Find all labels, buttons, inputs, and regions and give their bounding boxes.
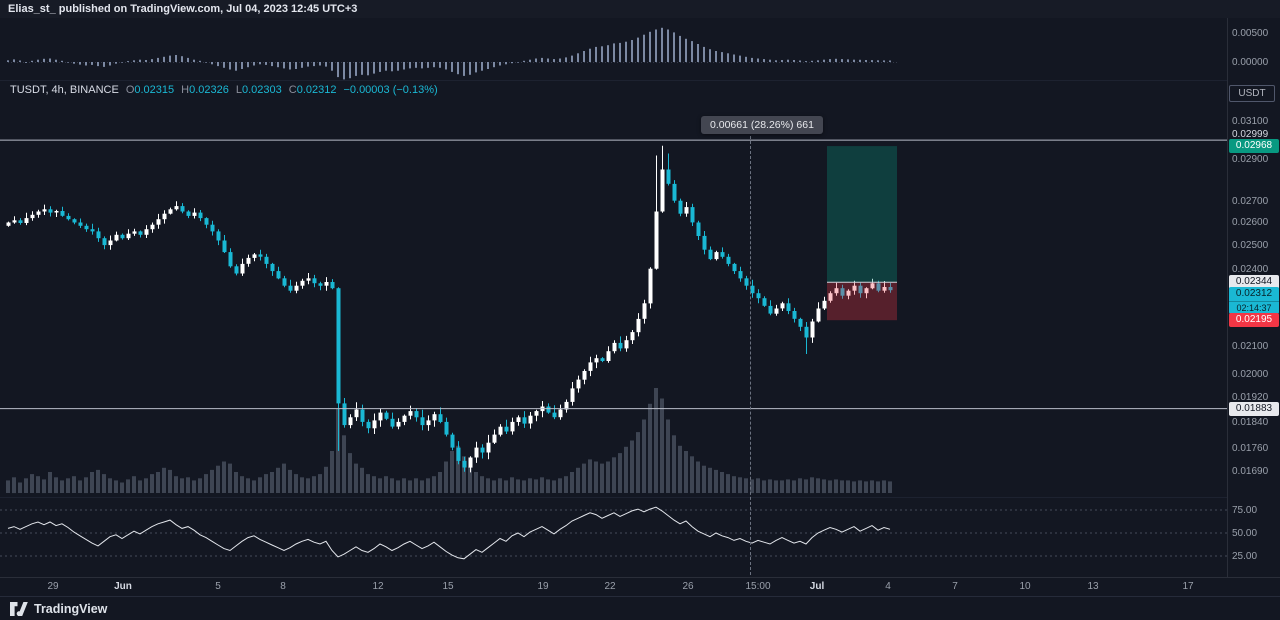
badge-price-text: 0.01883 xyxy=(1235,403,1273,414)
price-axis-label: 0.02600 xyxy=(1232,217,1269,228)
footer-bar: TradingView xyxy=(0,596,1280,620)
badge-price-text: 0.02312 xyxy=(1235,288,1273,299)
macd-histogram[interactable] xyxy=(7,27,898,80)
time-axis-label: 19 xyxy=(537,581,549,592)
close-value: 0.02312 xyxy=(296,84,337,96)
rsi-axis-label: 25.00 xyxy=(1232,551,1258,562)
time-axis-label: 15:00 xyxy=(745,581,771,592)
publisher-text: Elias_st_ published on TradingView.com, … xyxy=(8,3,358,15)
price-axis-label: 0.02400 xyxy=(1232,264,1269,275)
open-value: 0.02315 xyxy=(134,84,175,96)
close-key: C xyxy=(288,84,297,96)
time-axis-label: 7 xyxy=(952,581,958,592)
candlesticks[interactable] xyxy=(6,145,893,473)
badge-price-text: 0.02344 xyxy=(1235,276,1273,287)
price-axis-label: 0.02500 xyxy=(1232,240,1269,251)
time-axis-label: 29 xyxy=(47,581,59,592)
position-tooltip: 0.00661 (28.26%) 661 xyxy=(701,116,823,134)
time-axis-label: 10 xyxy=(1019,581,1031,592)
time-axis[interactable]: 29 Jun 5 8 12 15 19 22 26 15:00 Jul 4 7 10 13 17 xyxy=(0,577,1227,595)
time-axis-label: 26 xyxy=(682,581,694,592)
rsi-indicator[interactable] xyxy=(0,506,1227,560)
time-axis-label: 22 xyxy=(604,581,616,592)
price-badge-entry: 0.02344 xyxy=(1229,275,1279,289)
badge-price-text: 0.02968 xyxy=(1235,140,1273,151)
long-position-tool[interactable] xyxy=(827,146,897,321)
price-axis-label: 0.01760 xyxy=(1232,443,1269,454)
rsi-axis-label: 50.00 xyxy=(1232,528,1258,539)
tradingview-wordmark: TradingView xyxy=(34,601,108,616)
hist-axis-label: 0.00500 xyxy=(1232,28,1269,39)
position-tooltip-text: 0.00661 (28.26%) 661 xyxy=(710,119,814,131)
price-axis-label: 0.02900 xyxy=(1232,154,1269,165)
price-badge-target: 0.02968 xyxy=(1229,139,1279,153)
publisher-bar: Elias_st_ published on TradingView.com, … xyxy=(0,0,1280,18)
volume-bars[interactable] xyxy=(6,388,892,494)
bar-countdown: 02:14:37 xyxy=(1229,301,1279,314)
tradingview-logo-icon xyxy=(10,601,28,616)
change-value: −0.00003 (−0.13%) xyxy=(343,84,438,96)
time-axis-label: 15 xyxy=(442,581,454,592)
time-axis-label: 12 xyxy=(372,581,384,592)
open-key: O xyxy=(125,84,135,96)
axis-currency-label: USDT xyxy=(1238,88,1266,99)
symbol-title[interactable]: TUSDT, 4h, BINANCE xyxy=(10,84,119,96)
rsi-axis-label: 75.00 xyxy=(1232,505,1258,516)
time-axis-label: 17 xyxy=(1182,581,1194,592)
time-axis-label: 13 xyxy=(1087,581,1099,592)
high-value: 0.02326 xyxy=(189,84,229,96)
tradingview-logo[interactable]: TradingView xyxy=(10,601,108,616)
time-axis-label: Jul xyxy=(809,581,825,592)
hist-axis-label: 0.00000 xyxy=(1232,57,1269,68)
price-axis[interactable]: USDT 0.00500 0.00000 0.03100 0.02999 0.02900… xyxy=(1228,18,1280,577)
price-axis-label: 0.03100 xyxy=(1232,116,1269,127)
price-axis-label: 0.02100 xyxy=(1232,341,1269,352)
symbol-legend[interactable]: TUSDT, 4h, BINANCE O0.02315 H0.02326 L0.023… xyxy=(10,84,438,96)
low-value: 0.02303 xyxy=(241,84,282,96)
price-badge-last-price: 0.02312 02:14:37 xyxy=(1229,287,1279,314)
horizontal-ray-lines[interactable] xyxy=(0,139,1227,410)
price-badge-stop: 0.02195 xyxy=(1229,313,1279,327)
price-axis-label: 0.01690 xyxy=(1232,466,1269,477)
time-axis-label: 4 xyxy=(885,581,891,592)
price-axis-label: 0.01840 xyxy=(1232,417,1269,428)
price-axis-label: 0.01920 xyxy=(1232,392,1269,403)
price-badge-ray-level: 0.01883 xyxy=(1229,402,1279,416)
high-key: H xyxy=(181,84,190,96)
price-axis-label: 0.02000 xyxy=(1232,369,1269,380)
price-axis-label: 0.02700 xyxy=(1232,196,1269,207)
time-axis-label: 5 xyxy=(215,581,221,592)
axis-currency-box[interactable]: USDT xyxy=(1229,85,1275,102)
crosshair-vertical-line xyxy=(750,136,751,575)
time-axis-label: 8 xyxy=(280,581,286,592)
price-axis-label: 0.02999 xyxy=(1232,129,1269,140)
time-axis-label: Jun xyxy=(114,581,132,592)
pane-separators xyxy=(0,18,1280,578)
low-key: L xyxy=(235,84,242,96)
badge-price-text: 0.02195 xyxy=(1235,314,1273,325)
